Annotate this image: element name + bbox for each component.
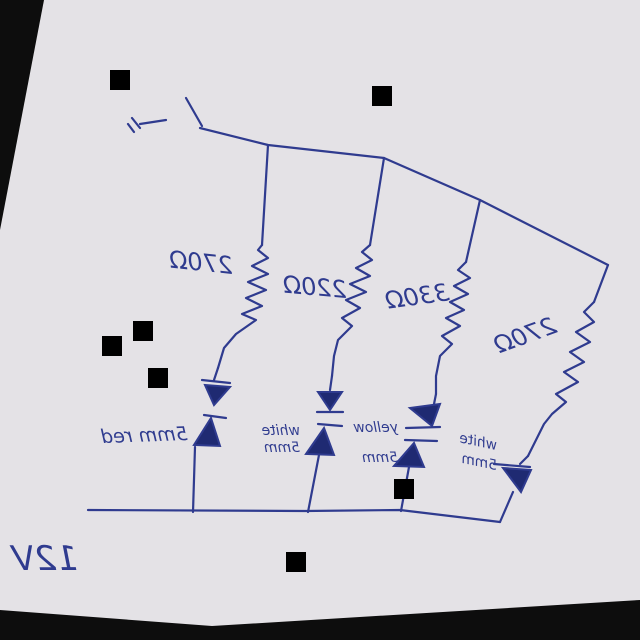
led-1-diode-a: [203, 383, 233, 407]
switch-icon: [184, 96, 204, 128]
led-2-diode-a: [316, 391, 344, 412]
bottom-rail: [86, 508, 502, 524]
redaction-mask: [148, 368, 168, 388]
led-1-label: 5mm red: [100, 423, 188, 448]
battery-icon: [126, 116, 168, 134]
led-2-label-line1: white: [262, 423, 300, 439]
redaction-mask: [133, 321, 153, 341]
led-2-diode-b: [304, 425, 336, 457]
redaction-mask: [372, 86, 392, 106]
led-4-label-line2: 5mm: [460, 451, 499, 474]
led-1-diode-b: [192, 415, 222, 448]
redaction-mask: [286, 552, 306, 572]
paper-sheet: [0, 0, 640, 626]
resistor-2: [330, 243, 374, 378]
led-2-label-line2: 5mm: [264, 440, 300, 456]
led-4-label-line1: white: [458, 430, 499, 454]
resistor-1: [216, 243, 270, 370]
resistor-2-label: 220Ω: [281, 270, 348, 304]
redaction-mask: [102, 336, 122, 356]
branch-2: [304, 156, 386, 514]
led-3-label-line2: 5mm: [362, 450, 398, 466]
resistor-1-label: 270Ω: [167, 245, 234, 280]
led-3-diode-a: [407, 402, 442, 428]
led-4-diode: [500, 466, 533, 494]
branch-4: [492, 263, 610, 524]
redaction-mask: [110, 70, 130, 90]
led-3-label-line1: yellow: [353, 420, 399, 436]
supply-label: 12V: [9, 539, 78, 579]
resistor-4: [526, 300, 596, 458]
resistor-3: [434, 260, 472, 396]
branch-1: [191, 143, 270, 514]
redaction-mask: [394, 479, 414, 499]
